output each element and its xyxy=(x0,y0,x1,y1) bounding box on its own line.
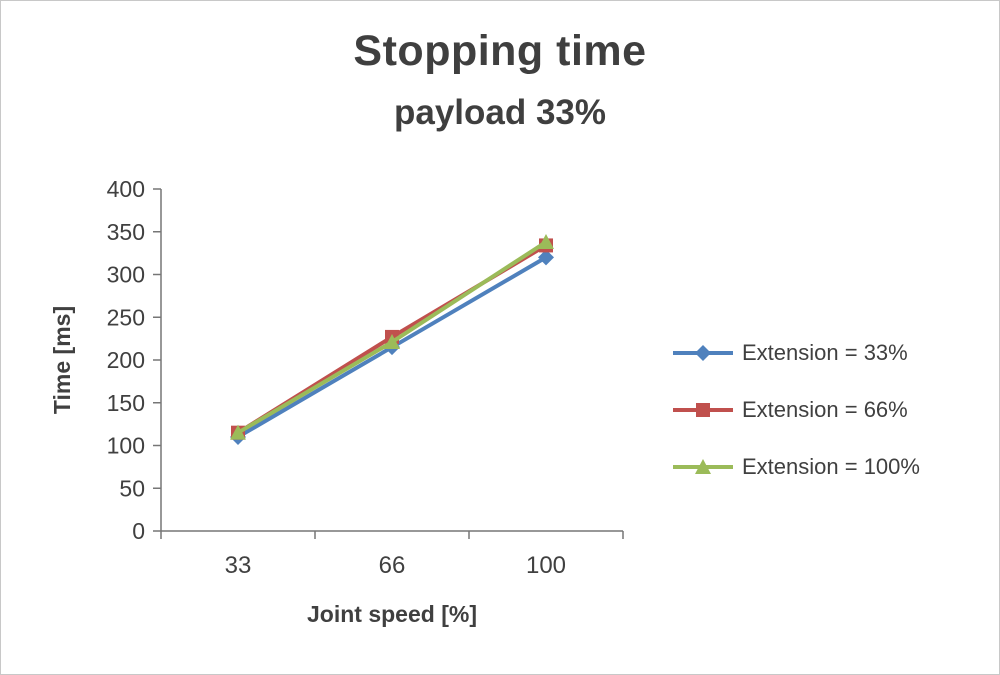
legend-label: Extension = 33% xyxy=(742,340,908,365)
triangle-marker-icon xyxy=(538,234,554,250)
y-tick-label: 150 xyxy=(107,390,145,416)
x-tick-label: 66 xyxy=(379,552,406,579)
legend-item: Extension = 33% xyxy=(673,339,920,367)
y-tick-label: 350 xyxy=(107,219,145,245)
triangle-marker-icon xyxy=(384,334,400,350)
y-tick-label: 400 xyxy=(107,176,145,202)
legend-sample xyxy=(673,459,733,474)
legend: Extension = 33% Extension = 66% Extension … xyxy=(673,339,920,481)
x-tick-label: 100 xyxy=(526,552,566,579)
chart-title: Stopping time xyxy=(353,27,647,75)
legend-item: Extension = 66% xyxy=(673,396,920,424)
legend-label: Extension = 66% xyxy=(742,397,908,422)
y-axis-title: Time [ms] xyxy=(49,305,75,415)
diamond-marker-icon xyxy=(538,249,554,266)
y-tick-label: 0 xyxy=(132,518,145,544)
triangle-marker-icon xyxy=(230,424,246,440)
triangle-marker-icon xyxy=(695,459,711,474)
y-tick-label: 50 xyxy=(119,475,145,501)
legend-sample xyxy=(673,345,733,361)
y-tick-label: 200 xyxy=(107,347,145,373)
y-tick-label: 250 xyxy=(107,304,145,330)
legend-item: Extension = 100% xyxy=(673,453,920,481)
chart-subtitle: payload 33% xyxy=(393,93,607,132)
legend-sample xyxy=(673,403,733,417)
square-marker-icon xyxy=(696,403,710,417)
legend-label: Extension = 100% xyxy=(742,454,920,479)
y-tick-label: 300 xyxy=(107,262,145,288)
x-axis-title: Joint speed [%] xyxy=(307,601,477,627)
y-tick-label: 100 xyxy=(107,433,145,459)
x-tick-label: 33 xyxy=(225,552,252,579)
diamond-marker-icon xyxy=(695,345,711,361)
